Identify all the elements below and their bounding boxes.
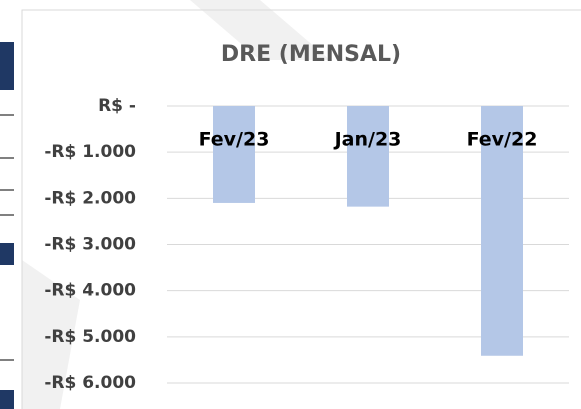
chart-border (21, 9, 581, 409)
cell (0, 42, 14, 90)
y-tick-label: -R$ 6.000 (44, 373, 136, 393)
x-tick-label: Fev/22 (467, 129, 538, 151)
x-tick-label: Jan/23 (333, 129, 402, 151)
sheet-fragments (0, 42, 14, 409)
bar (347, 106, 389, 207)
y-tick-label: -R$ 5.000 (44, 327, 136, 347)
cell (0, 390, 14, 409)
cell (0, 243, 14, 265)
y-tick-label: R$ - (98, 96, 136, 116)
bar (213, 106, 255, 203)
bar (481, 106, 523, 356)
y-tick-label: -R$ 1.000 (44, 142, 136, 162)
decoration (190, 0, 330, 60)
y-tick-label: -R$ 3.000 (44, 235, 136, 255)
decoration (22, 260, 80, 409)
y-tick-label: -R$ 2.000 (44, 188, 136, 208)
y-tick-label: -R$ 4.000 (44, 281, 136, 301)
x-tick-label: Fev/23 (199, 129, 270, 151)
chart-title: DRE (MENSAL) (221, 42, 401, 67)
